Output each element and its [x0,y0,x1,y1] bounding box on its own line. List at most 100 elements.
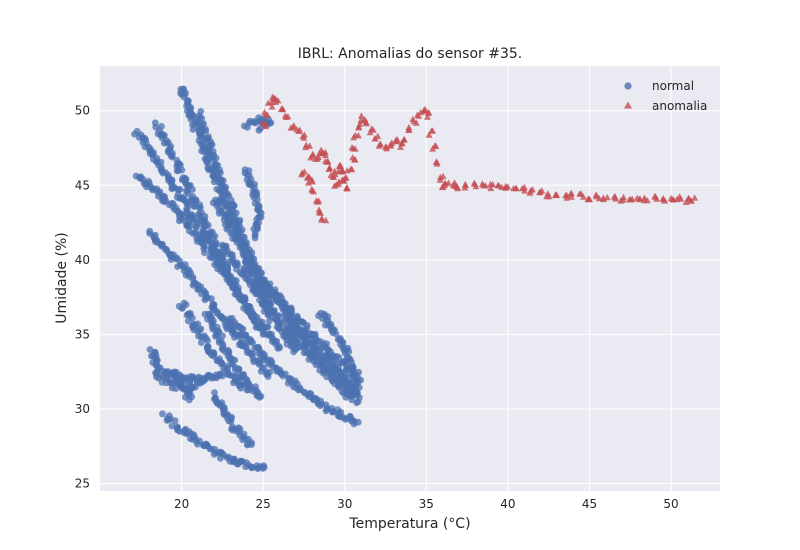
normal-point [189,273,197,281]
anomalia-point [261,108,268,116]
anomalia-point [309,152,316,159]
anomalia-point [324,157,332,165]
anomalia-point [620,193,627,201]
anomalia-point [366,128,374,136]
normal-point [214,169,222,176]
normal-point [193,223,200,231]
normal-point [351,371,359,378]
normal-point [181,91,189,98]
anomalia-point [351,131,359,138]
normal-point [199,126,206,134]
x-tick-label: 45 [582,497,597,511]
anomalia-point [436,173,444,181]
anomalia-point [393,138,401,145]
anomalia-point [454,184,462,192]
normal-point [231,334,238,341]
normal-point [179,304,187,312]
normal-point [183,311,191,319]
normal-point [250,119,258,126]
normal-point [208,254,215,262]
y-tick-label: 40 [75,253,90,267]
anomalia-point [397,143,404,150]
normal-point [201,249,208,257]
anomalia-point [626,196,633,203]
x-tick-label: 25 [256,497,271,511]
anomalia-point [461,184,469,191]
normal-point [141,143,149,151]
normal-point [178,262,186,269]
y-axis-label: Umidade (%) [54,232,70,323]
anomalia-point [538,187,546,194]
anomalia-point [351,156,359,163]
anomalia-point [568,189,575,197]
anomalia-point [433,158,441,165]
normal-point [146,227,154,235]
y-tick-label: 35 [75,327,90,341]
anomalia-point [652,193,659,200]
anomalia-point [306,142,314,149]
anomalia-point [576,190,584,197]
anomalia-point [335,178,343,185]
anomalia-point [400,136,408,143]
normal-point [194,320,202,328]
normal-point [202,222,210,230]
anomalia-point [521,187,528,194]
normal-point [248,441,255,448]
normal-point [232,229,240,237]
x-tick-label: 35 [419,497,434,511]
normal-point [247,338,254,346]
anomalia-point [409,115,417,122]
anomalia-point [553,191,561,198]
normal-point [222,267,230,275]
anomalia-point [568,193,575,200]
normal-point [227,418,235,425]
anomalia-point [289,123,297,131]
anomalia-point [299,132,307,139]
y-tick-label: 25 [75,477,90,491]
normal-point [211,232,219,240]
anomalia-point [348,165,356,173]
normal-point [275,342,283,350]
normal-point [204,337,211,345]
anomalia-point [295,127,303,134]
anomalia-point [545,192,553,200]
anomalia-point [600,195,607,203]
normal-point [176,378,184,386]
x-tick-label: 20 [174,497,189,511]
normal-point [351,387,359,395]
x-ticks: 20 25 30 35 40 45 50 [174,497,679,511]
anomalia-point [398,139,406,146]
x-axis-label: Temperatura (°C) [348,516,470,532]
normal-point [260,464,268,471]
normal-point [296,384,304,392]
normal-point [266,284,273,291]
anomalia-point [339,176,346,183]
legend: normal anomalia [624,79,707,113]
normal-point [225,224,232,232]
normal-point [260,326,268,334]
anomalia-point [322,216,330,224]
data-points [131,85,699,472]
normal-point [257,213,265,221]
legend-label-anomalia: anomalia [652,99,707,113]
normal-point [354,418,362,426]
anomalia-point [268,103,276,110]
anomalia-point [355,124,362,131]
normal-point [171,417,179,425]
anomalia-point [376,140,384,147]
anomalia-point [358,112,365,119]
anomalia-point [281,112,289,119]
normal-point [341,373,349,381]
normal-point [245,386,252,394]
normal-point [247,463,255,471]
normal-point [348,396,356,404]
anomalia-point [351,145,359,152]
normal-point [210,241,218,249]
normal-point [294,344,302,351]
anomalia-point [478,180,486,187]
anomalia-point [659,195,667,202]
normal-point [266,302,274,310]
anomalia-point [471,180,479,187]
